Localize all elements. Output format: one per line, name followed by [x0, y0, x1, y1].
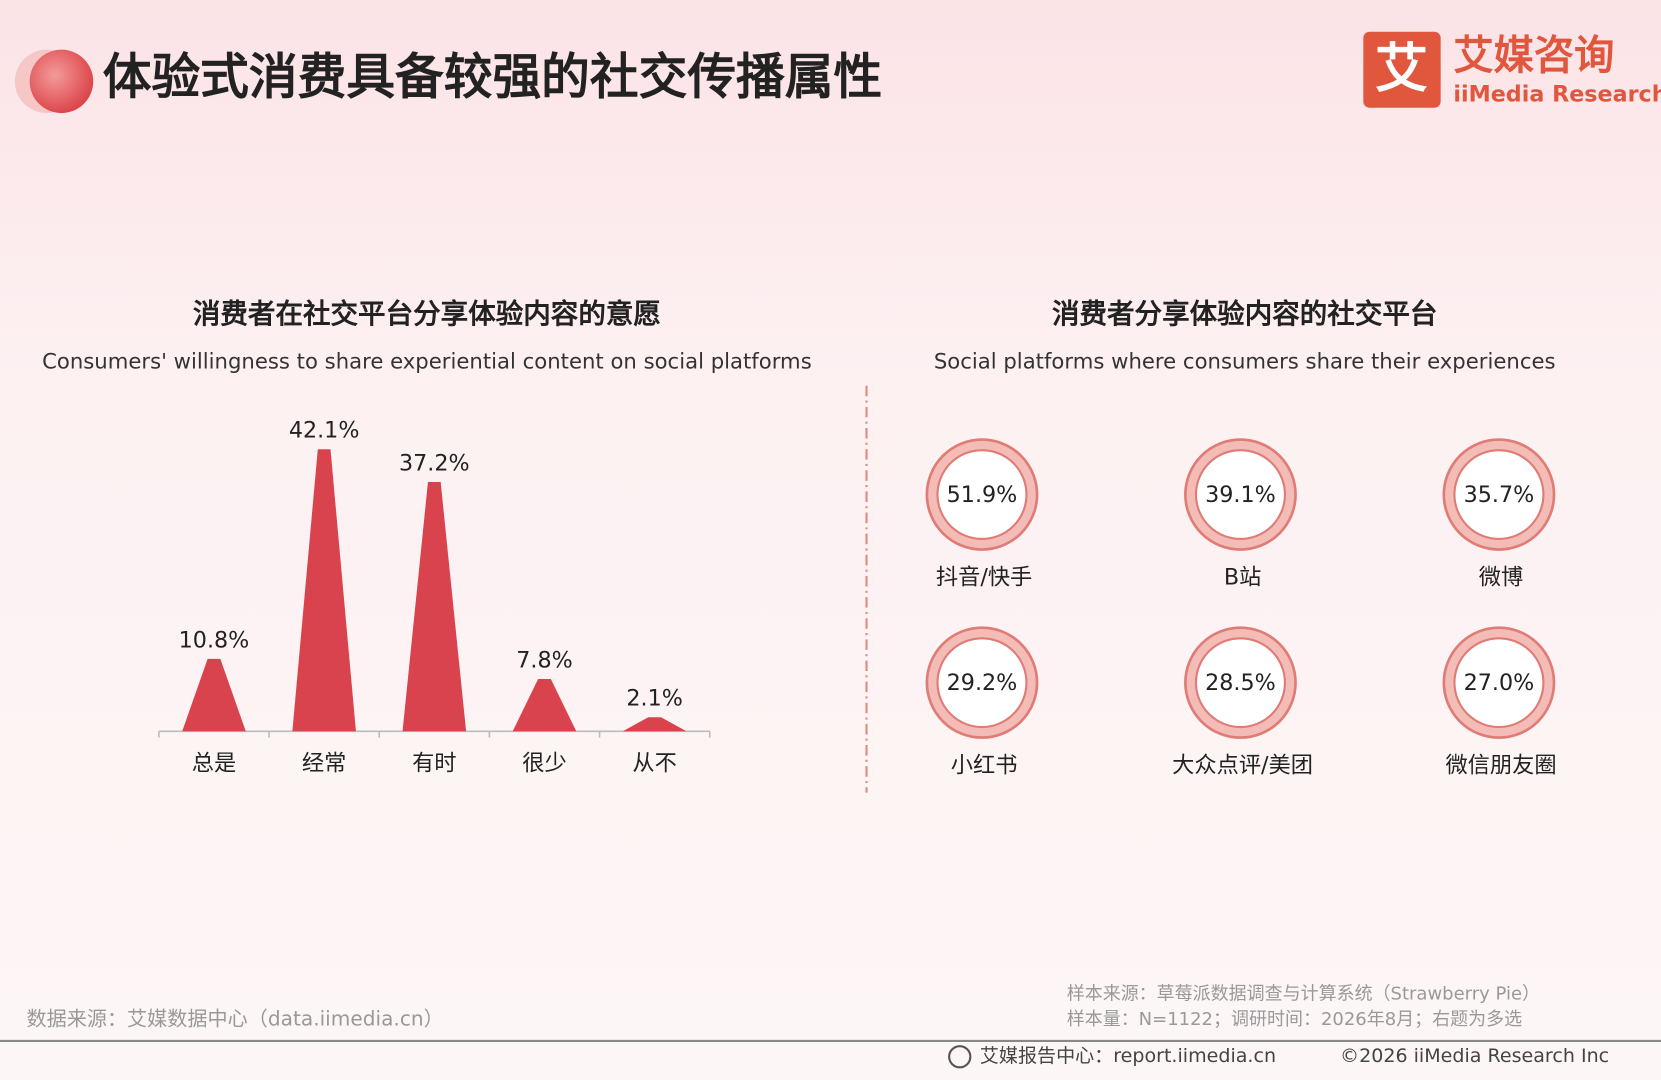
bar	[182, 658, 246, 732]
ring-edge	[1194, 449, 1287, 540]
title-icon	[29, 49, 94, 114]
bar	[512, 679, 577, 732]
value-label: 27.0%	[1464, 670, 1535, 696]
sample-size: 样本量：N=1122；调研时间：2026年8月；右题为多选	[1067, 1009, 1522, 1030]
globe-icon	[948, 1045, 972, 1069]
ring-edge	[936, 449, 1028, 540]
category-label: B站	[1224, 565, 1261, 591]
value-label: 2.1%	[626, 686, 682, 712]
x-tick-label: 总是	[192, 751, 236, 777]
ring-edge	[1184, 626, 1297, 739]
sample-source: 样本来源：草莓派数据调查与计算系统（Strawberry Pie）	[1067, 983, 1540, 1004]
value-label: 7.8%	[516, 648, 572, 674]
chart-title: 消费者在社交平台分享体验内容的意愿	[193, 298, 661, 330]
value-label: 35.7%	[1464, 482, 1535, 508]
report-center: 艾媒报告中心：report.iimedia.cn	[980, 1045, 1276, 1067]
chart-subtitle: Consumers' willingness to share experien…	[42, 348, 812, 373]
category-label: 抖音/快手	[936, 565, 1032, 591]
x-tick-label: 有时	[412, 751, 456, 777]
value-label: 42.1%	[289, 418, 360, 444]
ring	[1443, 627, 1555, 738]
value-label: 51.9%	[947, 482, 1018, 508]
ring-edge	[1442, 438, 1556, 551]
chart-title: 消费者分享体验内容的社交平台	[1052, 298, 1437, 330]
category-label: 微信朋友圈	[1445, 753, 1556, 779]
ring-edge	[1453, 637, 1545, 729]
category-label: 小红书	[951, 753, 1018, 779]
page-title: 体验式消费具备较强的社交传播属性	[103, 49, 882, 105]
value-label: 37.2%	[399, 451, 470, 477]
ring-edge	[925, 438, 1039, 551]
ring-edge	[1442, 626, 1556, 739]
x-tick-label: 很少	[522, 751, 566, 777]
value-label: 10.8%	[179, 627, 250, 653]
logo-mark	[1363, 31, 1441, 108]
x-tick-label: 经常	[302, 751, 346, 777]
ring-edge	[936, 637, 1028, 729]
logo-name-en: iiMedia Research	[1453, 82, 1661, 108]
value-label: 29.2%	[947, 670, 1018, 696]
source: 数据来源：艾媒数据中心（data.iimedia.cn）	[26, 1006, 443, 1030]
value-label: 28.5%	[1205, 670, 1276, 696]
ring	[926, 439, 1038, 550]
chart-subtitle: Social platforms where consumers share t…	[934, 348, 1556, 373]
category-label: 微博	[1479, 565, 1523, 591]
ring	[1185, 627, 1296, 738]
ring-edge	[1194, 637, 1287, 729]
logo-name: 艾媒咨询	[1453, 33, 1614, 79]
logo-char: 艾	[1375, 39, 1428, 100]
copyright: ©2026 iiMedia Research Inc	[1340, 1045, 1609, 1067]
bar	[292, 449, 356, 732]
ring	[1443, 439, 1555, 550]
x-tick-label: 从不	[632, 751, 676, 777]
ring-edge	[925, 626, 1039, 739]
ring-edge	[1184, 438, 1297, 551]
value-label: 39.1%	[1205, 482, 1276, 508]
ring	[1185, 439, 1296, 550]
bar	[622, 717, 687, 732]
bar	[402, 482, 467, 732]
category-label: 大众点评/美团	[1172, 753, 1313, 779]
ring-edge	[1453, 449, 1545, 540]
ring	[926, 627, 1038, 738]
